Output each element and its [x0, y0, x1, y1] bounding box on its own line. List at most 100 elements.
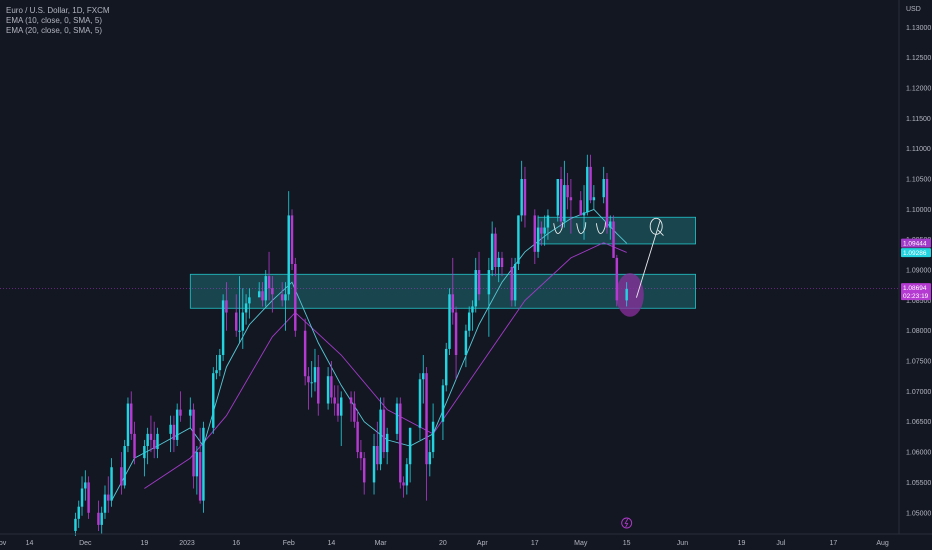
candle-body	[77, 506, 80, 519]
candle-115	[605, 172, 609, 234]
candle-57	[336, 385, 340, 422]
candle-body	[284, 294, 287, 301]
candle-111	[586, 154, 589, 216]
candle-23	[179, 391, 182, 422]
price-tick-16: 1.05000	[906, 510, 931, 517]
candle-body	[264, 276, 267, 301]
candle-54	[326, 367, 330, 410]
candle-body	[385, 433, 389, 453]
candle-body	[418, 379, 422, 428]
candle-50	[307, 367, 310, 410]
candle-3	[84, 470, 87, 501]
candle-body	[379, 409, 382, 465]
candle-body	[175, 409, 179, 440]
candle-53	[317, 354, 320, 416]
candle-18	[152, 421, 156, 459]
highlight-ellipse	[616, 273, 644, 317]
price-tick-1: 1.12500	[906, 55, 931, 62]
legend-ema20[interactable]: EMA (20, close, 0, SMA, 5)	[6, 26, 103, 35]
candle-60	[353, 391, 356, 428]
candle-body	[130, 403, 133, 434]
candle-89	[487, 257, 491, 337]
candle-body	[625, 288, 628, 301]
candle-body	[428, 452, 432, 465]
candle-15	[143, 439, 146, 477]
candle-body	[143, 446, 146, 459]
candle-105	[559, 166, 563, 228]
candle-body	[303, 330, 307, 377]
candle-body	[497, 257, 500, 267]
candle-26	[195, 446, 199, 495]
candle-body	[615, 257, 619, 301]
candle-body	[451, 294, 455, 313]
candle-88	[477, 251, 481, 301]
candle-body	[586, 166, 589, 213]
candle-body	[569, 197, 573, 201]
candle-93	[500, 251, 504, 277]
candle-body	[198, 452, 202, 501]
candle-body	[80, 488, 84, 507]
candle-body	[487, 270, 491, 295]
price-tick-10: 1.08000	[906, 328, 931, 335]
candle-body	[212, 373, 215, 428]
candle-body	[405, 464, 409, 486]
price-tick-9: 1.08500	[906, 298, 931, 305]
candle-body	[602, 179, 605, 198]
candle-20	[169, 415, 172, 453]
candle-6	[100, 506, 103, 534]
price-tick-4: 1.11000	[906, 146, 931, 153]
candle-body	[294, 263, 297, 331]
candle-body	[107, 494, 110, 501]
time-tick-9: 20	[439, 540, 447, 547]
candle-body	[326, 376, 330, 404]
candle-body	[195, 452, 199, 477]
candle-body	[349, 397, 353, 404]
time-tick-14: Jun	[677, 540, 688, 547]
candle-body	[464, 330, 468, 355]
tag-last-text-1: 02:23:19	[903, 293, 929, 300]
candle-body	[267, 276, 271, 289]
legend-ema10[interactable]: EMA (10, close, 0, SMA, 5)	[6, 16, 103, 25]
candle-body	[513, 263, 517, 301]
candle-72	[405, 458, 409, 495]
time-tick-16: Jul	[776, 540, 785, 547]
candle-32	[221, 294, 225, 362]
candle-body	[221, 300, 225, 355]
candle-45	[284, 282, 287, 331]
candle-112	[589, 154, 592, 204]
candle-82	[451, 257, 455, 325]
candle-27	[198, 427, 202, 504]
candle-body	[448, 294, 451, 349]
candle-body	[536, 227, 540, 252]
candle-9	[110, 458, 113, 507]
candle-0	[74, 512, 77, 536]
candle-body	[408, 427, 412, 465]
candle-4	[87, 476, 90, 519]
candle-body	[362, 458, 366, 483]
time-tick-8: Mar	[375, 540, 388, 547]
candle-70	[399, 397, 402, 489]
ema-layer	[111, 208, 628, 501]
tag-ema-b-bg	[901, 248, 931, 258]
candle-body	[156, 433, 159, 450]
tag-last-bg	[901, 283, 931, 301]
candle-16	[146, 427, 149, 465]
time-tick-3: 19	[140, 540, 148, 547]
candle-58	[339, 391, 343, 447]
event-marker-circle	[621, 517, 633, 529]
candle-40	[261, 282, 264, 307]
candle-body	[359, 452, 363, 459]
candle-30	[215, 354, 218, 380]
candle-body	[523, 179, 527, 216]
candle-51	[310, 361, 313, 398]
candle-body	[307, 376, 310, 383]
candle-body	[87, 482, 90, 513]
candle-body	[179, 409, 182, 416]
candle-11	[123, 439, 126, 489]
candle-42	[267, 251, 271, 301]
legend-symbol[interactable]: Euro / U.S. Dollar, 1D, FXCM	[6, 6, 110, 15]
candle-body	[248, 297, 251, 304]
candle-66	[379, 397, 382, 471]
candle-body	[172, 424, 176, 440]
